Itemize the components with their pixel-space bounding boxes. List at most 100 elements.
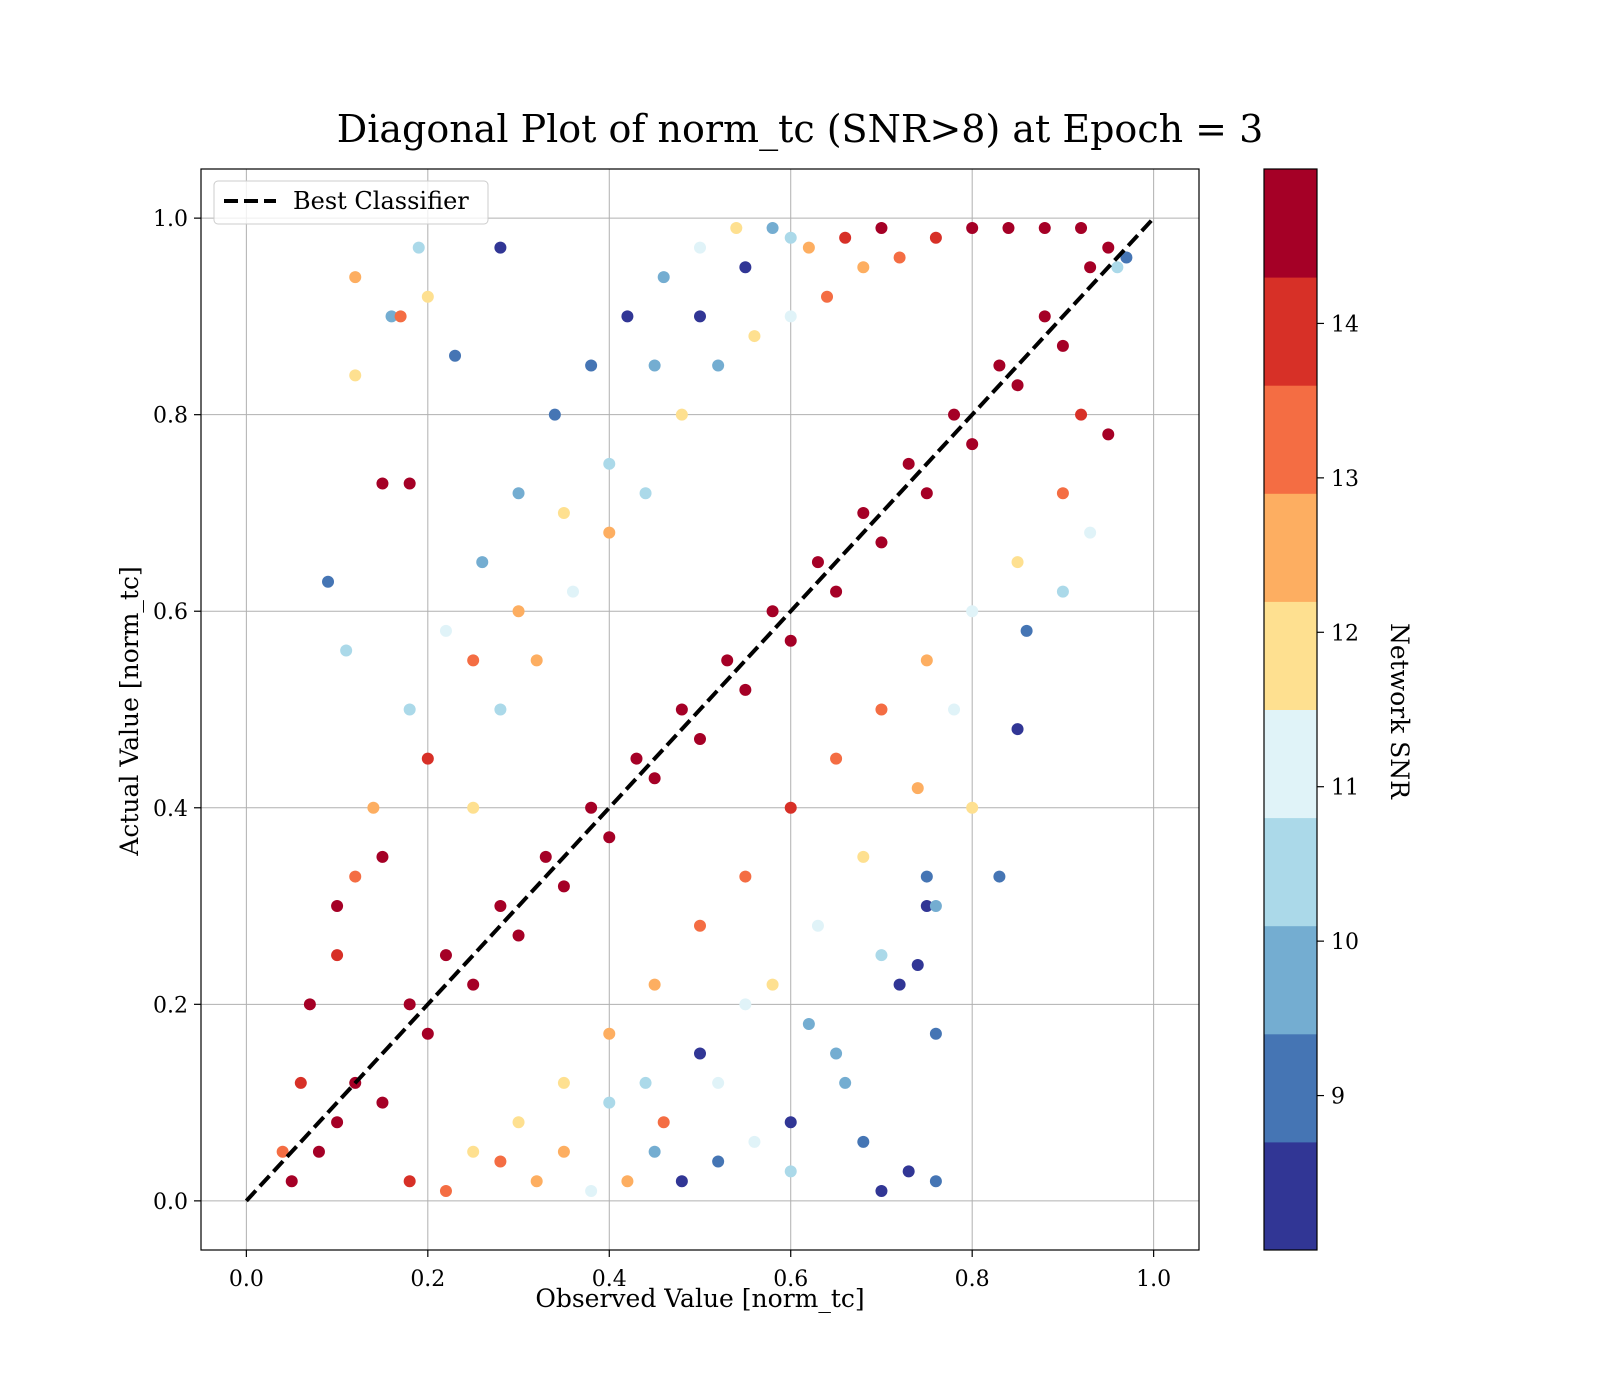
data-point bbox=[712, 1076, 725, 1089]
y-tick-label: 0.4 bbox=[153, 797, 188, 822]
data-point bbox=[920, 654, 933, 667]
data-point bbox=[739, 870, 752, 883]
colorbar-segment bbox=[1264, 493, 1317, 602]
data-point bbox=[512, 487, 525, 500]
data-point bbox=[830, 752, 843, 765]
legend-box bbox=[213, 180, 489, 225]
data-point bbox=[376, 850, 389, 863]
data-point bbox=[585, 359, 598, 372]
data-point bbox=[331, 949, 344, 962]
colorbar-tick-label: 9 bbox=[1331, 1085, 1345, 1110]
data-point bbox=[902, 1165, 915, 1178]
chart-title: Diagonal Plot of norm_tc (SNR>8) at Epoc… bbox=[337, 107, 1264, 152]
x-tick-label: 0.8 bbox=[955, 1267, 990, 1292]
x-tick-label: 0.0 bbox=[229, 1267, 264, 1292]
data-point bbox=[857, 261, 870, 274]
data-point bbox=[439, 624, 452, 637]
data-point bbox=[993, 870, 1006, 883]
data-point bbox=[857, 1135, 870, 1148]
data-point bbox=[766, 978, 779, 991]
data-point bbox=[875, 1185, 888, 1198]
x-tick-label: 0.6 bbox=[773, 1267, 808, 1292]
data-point bbox=[830, 585, 843, 598]
data-point bbox=[1002, 221, 1015, 234]
data-point bbox=[639, 487, 652, 500]
data-point bbox=[966, 221, 979, 234]
data-point bbox=[331, 900, 344, 913]
y-axis-label: Actual Value [norm_tc] bbox=[115, 566, 144, 856]
data-point bbox=[331, 1116, 344, 1129]
data-point bbox=[911, 959, 924, 972]
data-point bbox=[285, 1175, 298, 1188]
data-point bbox=[893, 978, 906, 991]
data-point bbox=[603, 457, 616, 470]
data-point bbox=[421, 752, 434, 765]
data-point bbox=[530, 1175, 543, 1188]
data-point bbox=[376, 1096, 389, 1109]
y-tick-label: 0.8 bbox=[153, 404, 188, 429]
data-point bbox=[948, 703, 961, 716]
data-point bbox=[875, 949, 888, 962]
data-point bbox=[1102, 428, 1115, 441]
data-point bbox=[1020, 624, 1033, 637]
data-point bbox=[857, 850, 870, 863]
data-point bbox=[376, 477, 389, 490]
data-point bbox=[403, 1175, 416, 1188]
data-point bbox=[1102, 241, 1115, 254]
data-point bbox=[1084, 526, 1097, 539]
data-point bbox=[467, 978, 480, 991]
colorbar: 9 10 11 12 13 14 bbox=[1263, 168, 1359, 1251]
colorbar-segment bbox=[1264, 385, 1317, 494]
data-point bbox=[648, 978, 661, 991]
data-point bbox=[694, 310, 706, 323]
data-point bbox=[920, 900, 933, 913]
data-point bbox=[911, 782, 924, 795]
y-axis-ticks: 0.0 0.2 0.4 0.6 0.8 1.0 bbox=[153, 207, 201, 1215]
x-tick-label: 0.4 bbox=[592, 1267, 627, 1292]
data-point bbox=[966, 605, 979, 618]
data-point bbox=[766, 605, 779, 618]
colorbar-tick-label: 13 bbox=[1331, 467, 1359, 492]
data-point bbox=[476, 556, 489, 569]
data-point bbox=[412, 241, 425, 254]
data-point bbox=[385, 310, 398, 323]
data-point bbox=[648, 772, 661, 785]
data-point bbox=[739, 998, 752, 1011]
data-point bbox=[675, 408, 688, 421]
data-point bbox=[766, 221, 779, 234]
colorbar-segment bbox=[1264, 169, 1317, 278]
data-point bbox=[530, 654, 543, 667]
data-point bbox=[712, 359, 725, 372]
data-point bbox=[784, 1116, 797, 1129]
data-point bbox=[394, 310, 407, 323]
data-point bbox=[557, 506, 570, 519]
data-point bbox=[467, 801, 480, 814]
colorbar-segment bbox=[1264, 1141, 1317, 1251]
data-point bbox=[675, 703, 688, 716]
data-point bbox=[721, 654, 734, 667]
y-tick-label: 0.2 bbox=[153, 993, 188, 1018]
data-point bbox=[694, 1047, 706, 1060]
data-point bbox=[403, 703, 416, 716]
data-point bbox=[639, 1076, 652, 1089]
data-point bbox=[811, 919, 824, 932]
data-point bbox=[929, 1175, 942, 1188]
data-point bbox=[349, 271, 362, 284]
data-point bbox=[439, 1185, 452, 1198]
data-point bbox=[739, 261, 752, 274]
data-point bbox=[694, 241, 706, 254]
data-point bbox=[1056, 339, 1069, 352]
y-tick-label: 1.0 bbox=[153, 207, 188, 232]
data-point bbox=[621, 310, 634, 323]
data-point bbox=[276, 1145, 289, 1158]
x-axis-label: Observed Value [norm_tc] bbox=[535, 1284, 864, 1313]
legend: Best Classifier bbox=[213, 180, 489, 225]
data-point bbox=[557, 1076, 570, 1089]
data-point bbox=[920, 487, 933, 500]
data-point bbox=[739, 683, 752, 696]
data-point bbox=[784, 801, 797, 814]
data-point bbox=[839, 1076, 852, 1089]
best-classifier-line bbox=[244, 216, 1156, 1203]
data-point bbox=[421, 1027, 434, 1040]
